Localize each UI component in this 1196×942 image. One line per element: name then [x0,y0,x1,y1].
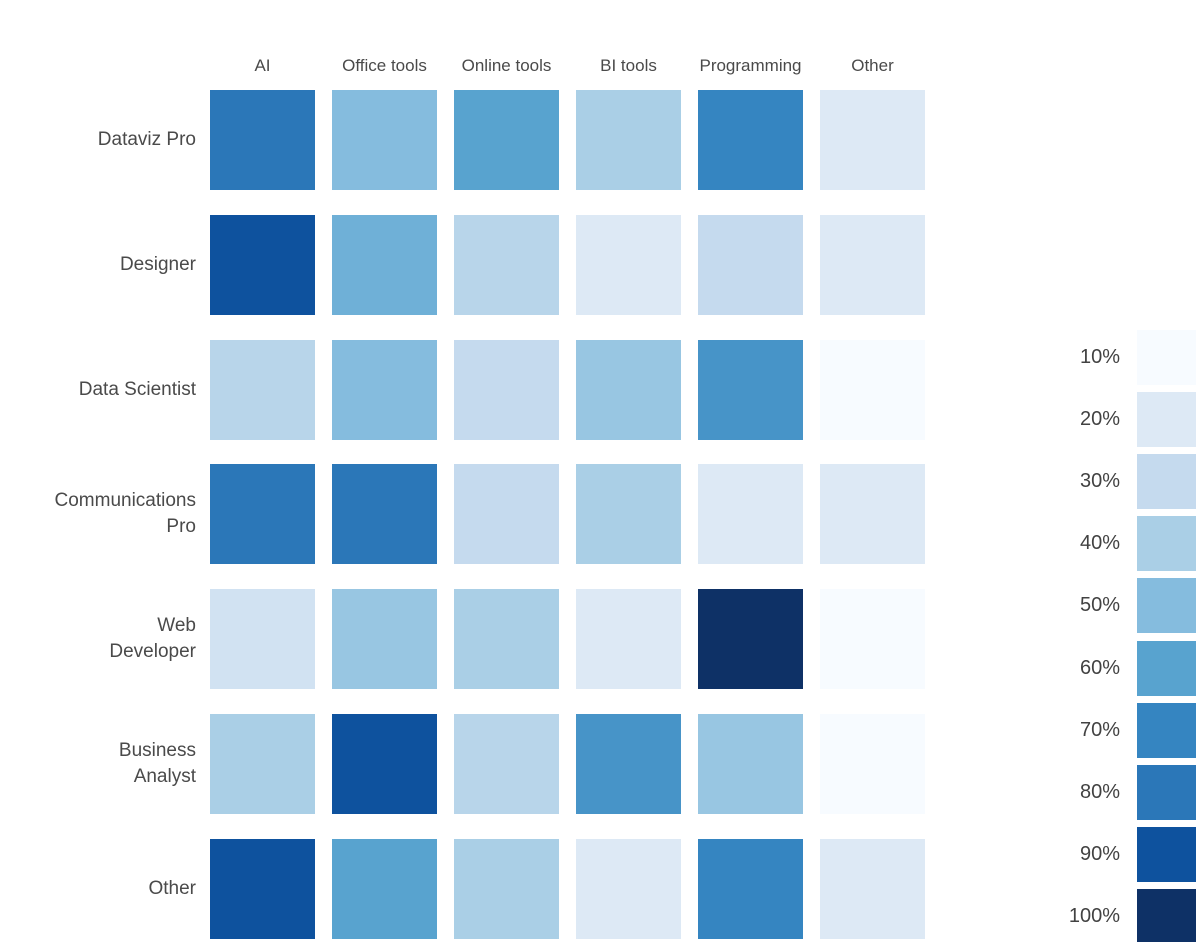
heatmap-cell[interactable] [332,714,437,814]
legend-item-1: 20% [1020,392,1196,447]
column-header-0: AI [254,56,271,75]
heatmap-cell[interactable] [820,215,925,315]
legend-item-2: 30% [1020,454,1196,509]
legend-label-0: 10% [1079,346,1120,368]
legend-label-3: 40% [1079,532,1120,554]
heatmap-cell[interactable] [210,589,315,689]
heatmap-cell[interactable] [698,589,803,689]
legend-item-7: 80% [1020,765,1196,820]
legend-item-6: 70% [1020,703,1196,758]
legend-swatch-1 [1137,392,1196,447]
heatmap-cell[interactable] [332,589,437,689]
legend-item-4: 50% [1020,578,1196,633]
heatmap-cell[interactable] [454,464,559,564]
legend-item-0: 10% [1020,330,1196,385]
heatmap-cell[interactable] [820,589,925,689]
column-header-1: Office tools [342,56,427,75]
legend-label-6: 70% [1079,719,1120,741]
heatmap-cell[interactable] [332,215,437,315]
legend-label-7: 80% [1079,781,1120,803]
legend-label-9: 100% [1068,905,1120,927]
heatmap-cell[interactable] [698,839,803,939]
heatmap-cell[interactable] [820,714,925,814]
heatmap-cell[interactable] [332,464,437,564]
heatmap-cell[interactable] [820,340,925,440]
heatmap-cell[interactable] [454,589,559,689]
heatmap-cell[interactable] [576,340,681,440]
heatmap-cell[interactable] [454,215,559,315]
heatmap-cell[interactable] [332,340,437,440]
heatmap-cell[interactable] [210,340,315,440]
legend-swatch-2 [1137,454,1196,509]
heatmap-cell[interactable] [820,90,925,190]
legend-item-9: 100% [1020,889,1196,942]
column-header-2: Online tools [461,56,552,75]
heatmap-cell[interactable] [210,215,315,315]
row-label-6: Other [148,878,196,899]
legend-swatch-4 [1137,578,1196,633]
heatmap-cell[interactable] [332,839,437,939]
heatmap-cell[interactable] [454,90,559,190]
legend-label-8: 90% [1079,843,1120,865]
heatmap-cell[interactable] [698,714,803,814]
row-label-4: Web Developer [109,615,196,662]
legend-label-5: 60% [1079,657,1120,679]
heatmap-cell[interactable] [210,839,315,939]
heatmap-cell[interactable] [210,464,315,564]
legend-label-4: 50% [1079,594,1120,616]
heatmap-cell[interactable] [576,714,681,814]
legend-swatch-9 [1137,889,1196,942]
heatmap-cell[interactable] [698,90,803,190]
row-label-0: Dataviz Pro [97,129,196,150]
heatmap-cell[interactable] [454,714,559,814]
heatmap-cell[interactable] [698,215,803,315]
row-label-2: Data Scientist [78,379,196,400]
legend-swatch-0 [1137,330,1196,385]
legend-item-3: 40% [1020,516,1196,571]
legend-item-8: 90% [1020,827,1196,882]
heatmap-cell[interactable] [332,90,437,190]
heatmap-cell[interactable] [820,464,925,564]
legend-swatch-6 [1137,703,1196,758]
heatmap-cell[interactable] [698,340,803,440]
heatmap-cell[interactable] [576,90,681,190]
legend-swatch-7 [1137,765,1196,820]
heatmap-cell[interactable] [698,464,803,564]
column-header-3: BI tools [600,56,657,75]
column-header-4: Programming [699,56,802,75]
legend-label-1: 20% [1079,408,1120,430]
heatmap-cell[interactable] [454,839,559,939]
row-label-3: Communications Pro [54,490,197,537]
heatmap-cell[interactable] [210,90,315,190]
row-label-5: Business Analyst [118,740,196,787]
legend-swatch-5 [1137,641,1196,696]
heatmap-cell[interactable] [820,839,925,939]
legend-item-5: 60% [1020,641,1196,696]
legend-label-2: 30% [1079,470,1120,492]
heatmap-cell[interactable] [576,464,681,564]
legend-swatch-3 [1137,516,1196,571]
heatmap-cell[interactable] [454,340,559,440]
column-header-5: Other [851,56,894,75]
legend-swatch-8 [1137,827,1196,882]
heatmap-cell[interactable] [210,714,315,814]
row-label-1: Designer [119,254,196,275]
heatmap-cell[interactable] [576,839,681,939]
heatmap-cell[interactable] [576,589,681,689]
heatmap-cell[interactable] [576,215,681,315]
